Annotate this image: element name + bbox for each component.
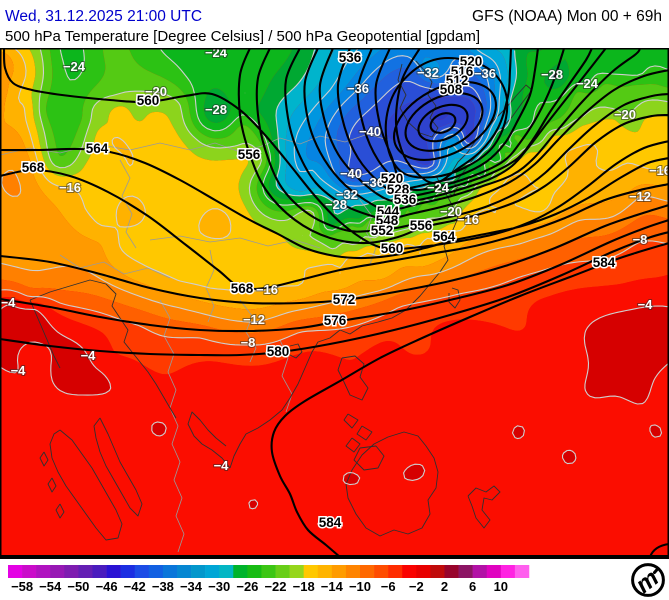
svg-text:544: 544 [377, 204, 400, 219]
svg-text:560: 560 [137, 93, 160, 108]
svg-text:564: 564 [86, 141, 109, 156]
svg-text:−32: −32 [417, 65, 439, 80]
svg-text:−6: −6 [381, 579, 396, 594]
svg-text:520: 520 [381, 171, 404, 186]
svg-text:508: 508 [440, 82, 463, 97]
svg-text:−24: −24 [576, 76, 599, 91]
svg-text:584: 584 [319, 515, 342, 530]
svg-text:Wed, 31.12.2025 21:00 UTC: Wed, 31.12.2025 21:00 UTC [5, 8, 202, 25]
svg-text:GFS (NOAA) Mon 00 + 69h: GFS (NOAA) Mon 00 + 69h [472, 8, 662, 25]
svg-text:−36: −36 [347, 81, 369, 96]
svg-text:564: 564 [433, 229, 456, 244]
svg-text:−20: −20 [440, 204, 462, 219]
svg-text:−34: −34 [180, 579, 203, 594]
svg-text:536: 536 [339, 50, 362, 65]
svg-text:560: 560 [381, 241, 404, 256]
svg-text:−54: −54 [39, 579, 62, 594]
svg-text:−38: −38 [152, 579, 174, 594]
svg-text:−16: −16 [256, 282, 278, 297]
svg-text:−16: −16 [649, 163, 669, 178]
svg-text:568: 568 [231, 281, 254, 296]
svg-text:−8: −8 [633, 232, 648, 247]
svg-text:−40: −40 [340, 166, 362, 181]
svg-text:−20: −20 [614, 107, 636, 122]
svg-text:568: 568 [22, 160, 45, 175]
svg-text:528: 528 [387, 182, 410, 197]
svg-text:−58: −58 [11, 579, 33, 594]
svg-text:−24: −24 [63, 59, 86, 74]
svg-text:520: 520 [460, 54, 483, 69]
svg-text:−42: −42 [124, 579, 146, 594]
svg-text:552: 552 [371, 223, 394, 238]
svg-text:−4: −4 [1, 295, 17, 310]
svg-text:6: 6 [469, 579, 476, 594]
svg-text:−24: −24 [205, 45, 228, 60]
svg-text:556: 556 [238, 147, 261, 162]
svg-text:500 hPa Temperature [Degree Ce: 500 hPa Temperature [Degree Celsius] / 5… [5, 28, 480, 45]
svg-text:556: 556 [410, 218, 433, 233]
svg-text:−10: −10 [349, 579, 371, 594]
svg-text:10: 10 [494, 579, 508, 594]
svg-text:−32: −32 [336, 187, 358, 202]
svg-text:−24: −24 [427, 180, 450, 195]
svg-text:−22: −22 [264, 579, 286, 594]
svg-text:−14: −14 [321, 579, 344, 594]
svg-text:−40: −40 [359, 124, 381, 139]
svg-text:548: 548 [376, 213, 399, 228]
svg-text:−2: −2 [409, 579, 424, 594]
svg-text:516: 516 [451, 64, 474, 79]
svg-text:−36: −36 [362, 175, 384, 190]
svg-text:−12: −12 [629, 189, 651, 204]
svg-text:2: 2 [441, 579, 448, 594]
svg-text:−16: −16 [59, 180, 81, 195]
svg-text:−26: −26 [236, 579, 258, 594]
svg-text:−28: −28 [541, 67, 563, 82]
svg-text:572: 572 [333, 292, 356, 307]
svg-text:−4: −4 [11, 363, 27, 378]
svg-text:580: 580 [267, 344, 290, 359]
svg-text:−20: −20 [145, 84, 167, 99]
svg-text:−18: −18 [293, 579, 315, 594]
svg-text:−28: −28 [325, 197, 347, 212]
svg-text:−50: −50 [67, 579, 89, 594]
svg-text:−4: −4 [81, 348, 97, 363]
svg-text:−36: −36 [474, 66, 496, 81]
svg-text:−46: −46 [96, 579, 118, 594]
svg-text:512: 512 [446, 73, 469, 88]
svg-text:576: 576 [324, 313, 347, 328]
svg-text:−16: −16 [457, 212, 479, 227]
svg-text:584: 584 [593, 255, 616, 270]
svg-text:−4: −4 [214, 458, 230, 473]
svg-text:−8: −8 [241, 335, 256, 350]
svg-text:−30: −30 [208, 579, 230, 594]
svg-text:−12: −12 [243, 312, 265, 327]
svg-text:−28: −28 [205, 102, 227, 117]
svg-text:−4: −4 [638, 297, 654, 312]
svg-text:536: 536 [394, 192, 417, 207]
